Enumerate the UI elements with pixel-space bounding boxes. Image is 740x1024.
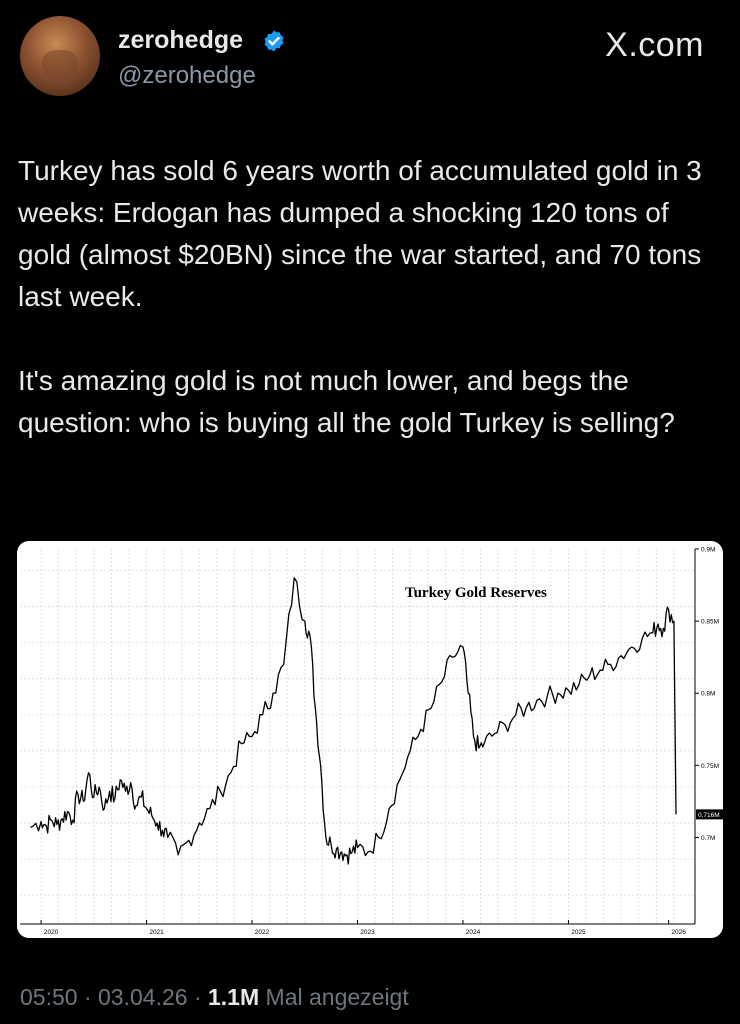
tweet-header: zerohedge @zerohedge X.com [0,0,740,120]
display-name[interactable]: zerohedge [118,26,244,54]
meta-separator: · [193,984,202,1010]
post-time[interactable]: 05:50 [20,984,78,1010]
post-date[interactable]: 03.04.26 [98,984,188,1010]
x-tick-label: 2025 [571,929,586,936]
x-tick-label: 2024 [466,929,481,936]
x-brand-label: X.com [605,26,704,64]
x-brand-logo: X.com [605,26,704,65]
x-tick-label: 2023 [360,929,375,936]
chart-title: Turkey Gold Reserves [405,585,547,601]
chart-card[interactable]: 0.9M 0.85M 0.8M 0.75M 0.7M 2020 2021 2022 2023 20… [17,541,723,938]
x-tick-label: 2022 [255,929,270,936]
y-tick-label: 0.8M [701,691,715,698]
view-count: 1.1M [208,984,260,1010]
x-tick-label: 2020 [44,929,59,936]
user-handle[interactable]: @zerohedge [118,62,256,89]
verified-badge-icon [264,30,284,52]
meta-separator: · [83,984,92,1010]
x-tick-label: 2021 [149,929,164,936]
x-tick-label: 2026 [671,929,686,936]
series-line [30,577,677,865]
last-value-box [696,809,723,820]
y-tick-label: 0.85M [701,619,719,626]
avatar[interactable] [20,16,100,96]
y-tick-label: 0.75M [701,763,719,770]
last-value-label: 0.716M [698,812,720,819]
tweet-metadata: 05:50 · 03.04.26 · 1.1M Mal angezeigt [20,984,409,1011]
y-tick-label: 0.7M [701,835,715,842]
view-count-label: Mal angezeigt [265,984,409,1010]
gold-reserves-chart: 0.9M 0.85M 0.8M 0.75M 0.7M 2020 2021 2022 2023 20… [20,547,723,936]
y-tick-label: 0.9M [701,547,715,554]
tweet-text: Turkey has sold 6 years worth of accumul… [18,155,702,438]
